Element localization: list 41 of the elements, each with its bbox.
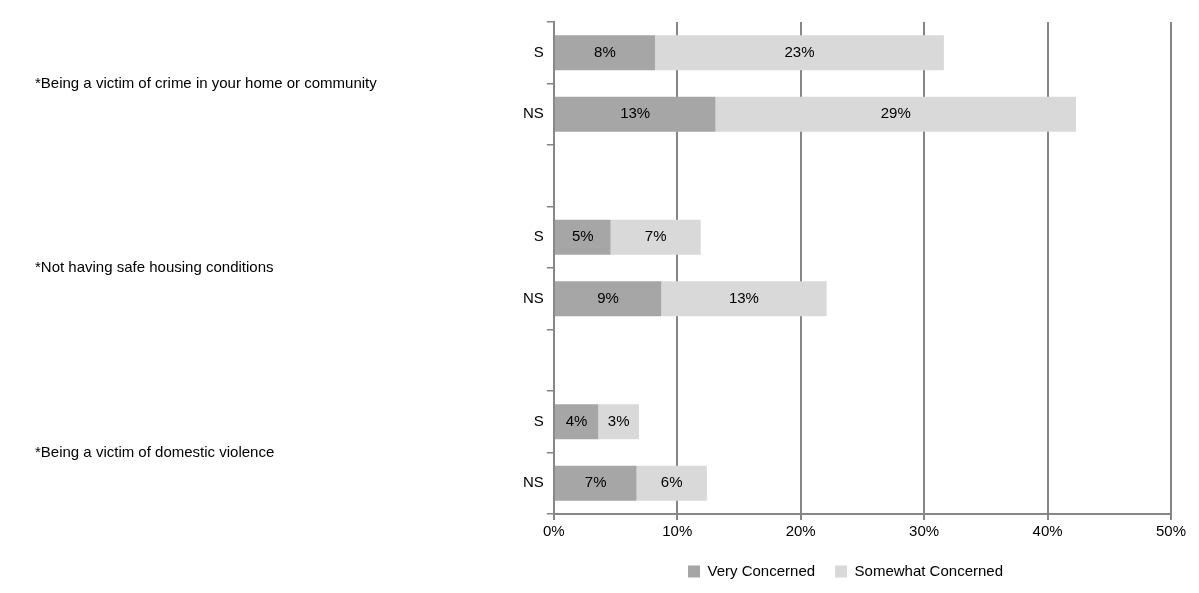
data-label: 6% [660,473,683,491]
text: *Being a victim of domestic violence [35,442,275,460]
data-label: 5% [571,227,594,245]
data-label: 8% [594,42,616,60]
bar [715,96,1076,132]
x-tick-label: 50% [1155,522,1187,540]
data-label: 3% [607,411,630,429]
bar [661,281,827,317]
y-tick-label: NS [522,104,544,122]
data-label: 7% [644,227,667,245]
bar [554,96,716,132]
y-tick-label: NS [522,473,544,491]
bar [554,465,637,501]
y-tick-label: S [533,411,544,429]
y-tick-label: S [533,42,544,60]
data-label: 7% [584,473,607,491]
data-label: 23% [784,42,815,60]
data-label: 29% [880,104,911,122]
y-tick-label: S [533,227,544,245]
bar [636,465,707,501]
text: *Not having safe housing conditions [35,258,274,276]
data-label: 9% [597,288,619,306]
x-tick-label: 0% [542,522,565,540]
x-tick-label: 30% [909,522,940,540]
bar [554,35,656,71]
bar [554,404,599,440]
x-tick-label: 10% [662,522,693,540]
x-tick-label: 40% [1032,522,1063,540]
legend-label: Very Concerned [707,561,816,579]
data-label: 4% [565,411,588,429]
bar [554,281,662,317]
bar [610,219,701,255]
text: *Being a victim of crime in your home or community [35,73,378,91]
y-tick-label: NS [522,288,544,306]
bar [655,35,944,71]
bar [554,219,611,255]
x-tick-label: 20% [785,522,816,540]
legend-label: Somewhat Concerned [854,561,1003,579]
data-label: 13% [620,104,651,122]
data-label: 13% [728,288,759,306]
bar [598,404,640,440]
